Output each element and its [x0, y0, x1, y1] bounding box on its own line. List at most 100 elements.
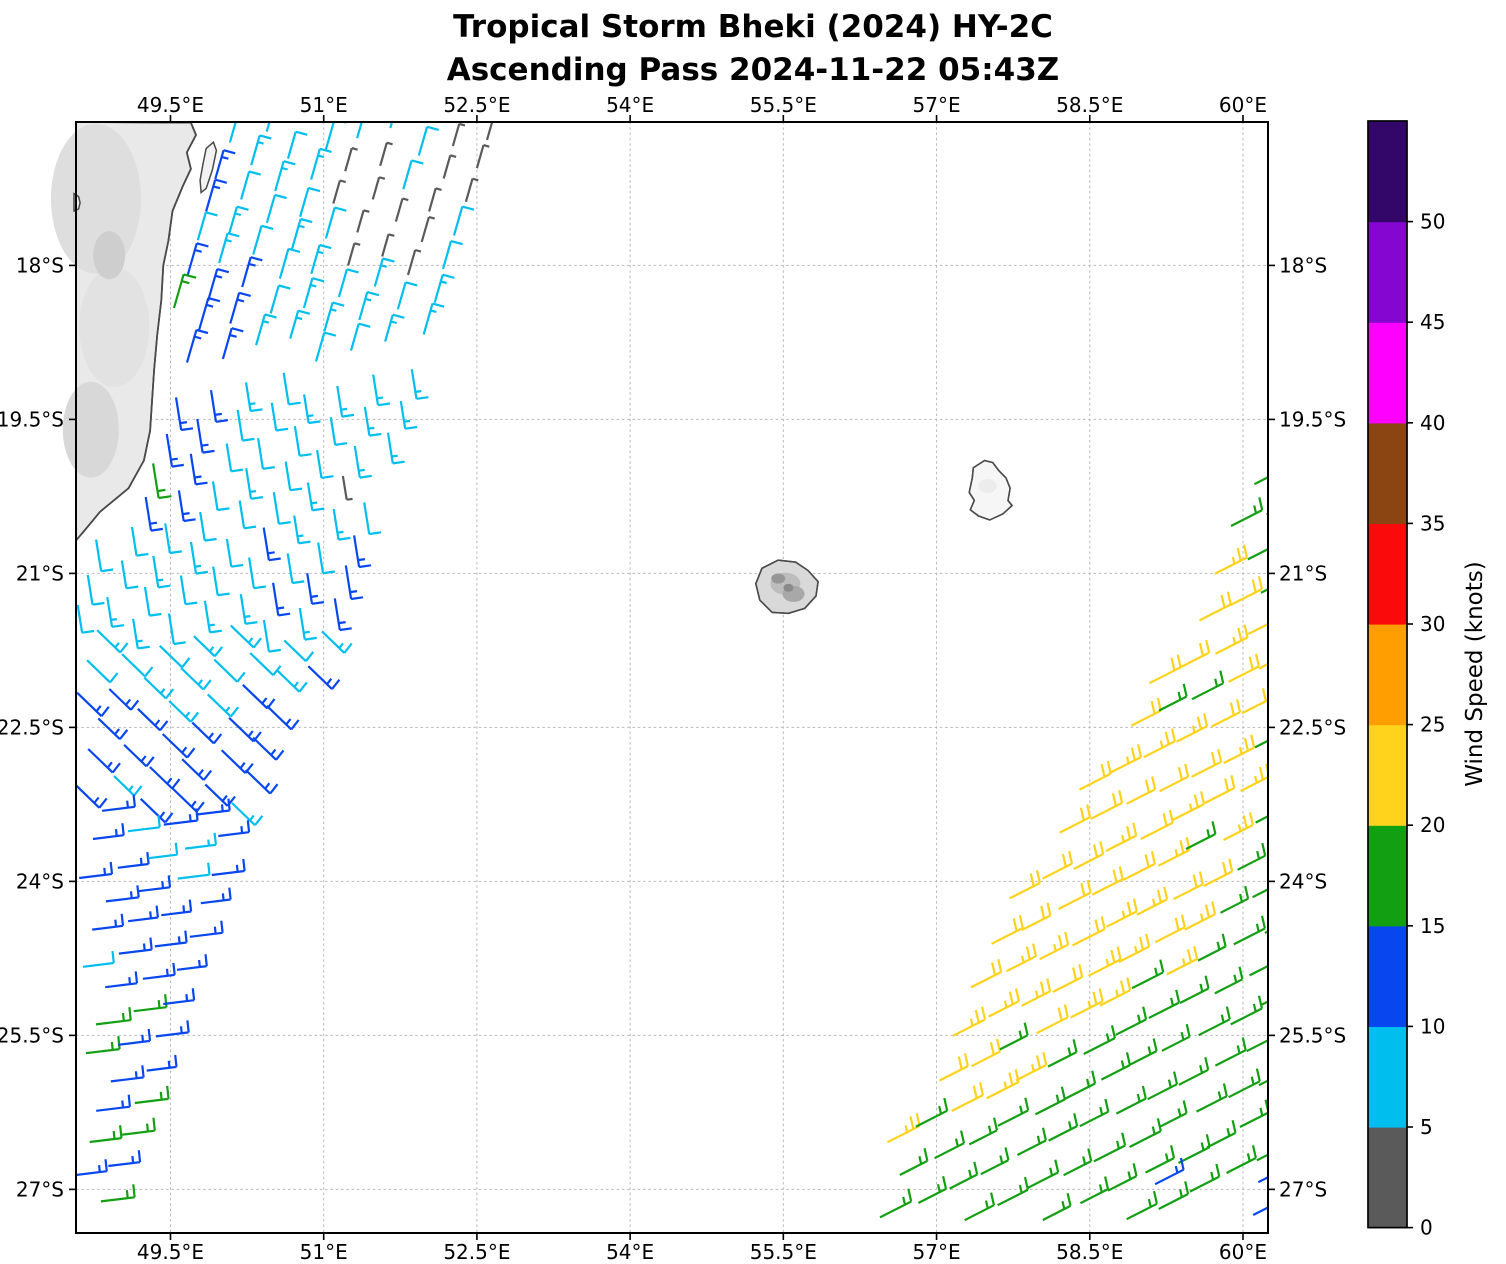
wind-barb-cyan — [433, 273, 455, 303]
wind-barb-green — [1197, 933, 1227, 962]
wind-barb-blue — [189, 453, 208, 486]
wind-barb-cyan — [298, 607, 317, 641]
wind-barb-gray — [356, 209, 370, 233]
wind-barb-gray — [406, 248, 422, 276]
wind-barb-cyan — [314, 331, 337, 362]
colorbar-segment-cyan — [1368, 1026, 1407, 1128]
wind-barb-cyan — [245, 468, 264, 500]
wind-barb-cyan — [278, 247, 301, 279]
wind-barb-green — [1100, 1052, 1131, 1081]
wind-barb-green — [1063, 1070, 1097, 1101]
wind-barb-blue — [218, 820, 251, 838]
wind-barb-green — [1083, 1025, 1116, 1055]
lon-tick-label-top: 51°E — [300, 93, 348, 117]
wind-barb-cyan — [143, 586, 162, 617]
colorbar-tick-label: 20 — [1420, 813, 1445, 837]
wind-barb-green — [1239, 1099, 1268, 1128]
wind-barb-green — [980, 1147, 1010, 1176]
wind-barb-green — [1147, 1071, 1179, 1101]
wind-barb-yellow — [1214, 544, 1248, 575]
wind-barb-cyan — [277, 670, 308, 693]
wind-barb-gray — [347, 242, 361, 266]
wind-barb-yellow — [1105, 822, 1138, 852]
wind-barb-green — [999, 1022, 1029, 1051]
wind-barb-cyan — [106, 597, 125, 628]
wind-barb-blue — [353, 535, 372, 569]
wind-barb-blue — [211, 858, 246, 877]
colorbar-segment-indigo — [1368, 121, 1407, 223]
wind-barb-cyan — [168, 700, 200, 723]
wind-barb-yellow — [1006, 943, 1038, 973]
wind-barb-green — [1226, 1145, 1257, 1174]
wind-barb-blue — [220, 749, 254, 774]
wind-barb-yellow — [1140, 809, 1174, 840]
plot-border — [75, 121, 1269, 1234]
wind-barb-green — [1158, 683, 1188, 712]
wind-barb-cyan — [225, 538, 244, 568]
wind-barb-green — [1185, 821, 1217, 850]
lon-tick-label-top: 54°E — [606, 93, 654, 117]
wind-barb-blue — [165, 433, 184, 468]
colorbar-tick-label: 40 — [1420, 411, 1445, 435]
wind-barb-blue — [171, 787, 205, 813]
wind-barb-green — [1048, 1113, 1079, 1142]
wind-barb-cyan — [180, 667, 212, 691]
wind-barb-blue — [176, 954, 208, 971]
wind-barb-cyan — [244, 382, 263, 413]
wind-barb-cyan — [422, 302, 445, 335]
wind-barb-cyan — [290, 217, 313, 251]
wind-barb-blue — [262, 527, 281, 562]
wind-barb-green — [1255, 815, 1268, 824]
wind-barb-cyan — [177, 862, 211, 880]
wind-barb-blue — [221, 327, 244, 360]
wind-barb-green — [1115, 1006, 1148, 1036]
wind-barb-blue — [207, 268, 230, 302]
wind-barb-blue — [87, 748, 121, 774]
wind-barb-green — [1196, 1083, 1228, 1113]
wind-barb-gray — [464, 177, 479, 203]
wind-barb-yellow — [1184, 901, 1217, 931]
wind-barb-blue — [1154, 1157, 1185, 1186]
wind-barb-gray — [379, 141, 393, 167]
wind-barb-green — [1027, 1159, 1060, 1189]
colorbar-tick-label: 0 — [1420, 1216, 1433, 1240]
wind-barb-green — [997, 1097, 1030, 1127]
wind-barb-yellow — [1258, 662, 1268, 670]
wind-barb-yellow — [1059, 804, 1092, 834]
wind-barb-blue — [181, 758, 213, 781]
wind-barb-blue — [177, 490, 196, 523]
wind-barb-cyan — [310, 147, 332, 180]
wind-barb-blue — [229, 291, 251, 324]
wind-barb-blue — [204, 783, 236, 807]
wind-barb-blue — [344, 565, 364, 601]
wind-barb-gray — [344, 147, 358, 172]
wind-barb-green — [1189, 1163, 1221, 1193]
wind-barb-yellow — [1136, 886, 1169, 916]
wind-barb-green — [1266, 512, 1268, 516]
wind-barb-yellow — [1172, 871, 1204, 901]
reunion-outline — [755, 559, 819, 615]
wind-barb-cyan — [132, 618, 150, 650]
wind-barb-blue — [118, 1028, 152, 1046]
wind-barb-cyan — [283, 639, 315, 662]
lat-tick-label-right: 19.5°S — [1279, 407, 1346, 431]
plot-title: Tropical Storm Bheki (2024) HY-2C Ascend… — [0, 6, 1506, 92]
wind-barb-yellow — [991, 914, 1024, 945]
wind-barb-yellow — [1108, 744, 1143, 775]
wind-barb-cyan — [321, 630, 353, 654]
wind-barb-cyan — [218, 232, 240, 264]
colorbar-tick-label: 15 — [1420, 914, 1445, 938]
wind-barb-cyan — [121, 653, 154, 678]
wind-barb-blue — [186, 242, 209, 276]
wind-barb-yellow — [1166, 946, 1199, 976]
wind-barb-green — [1191, 670, 1225, 701]
wind-barb-yellow — [1171, 791, 1206, 822]
wind-barb-yellow — [1090, 789, 1124, 820]
wind-barb-blue — [101, 794, 136, 812]
wind-barb-green — [1253, 476, 1268, 486]
wind-barb-yellow — [1042, 850, 1074, 880]
wind-barb-yellow — [1058, 879, 1092, 910]
wind-barb-blue — [123, 744, 155, 768]
wind-barb-green — [968, 1117, 999, 1146]
wind-barb-cyan — [225, 443, 244, 473]
